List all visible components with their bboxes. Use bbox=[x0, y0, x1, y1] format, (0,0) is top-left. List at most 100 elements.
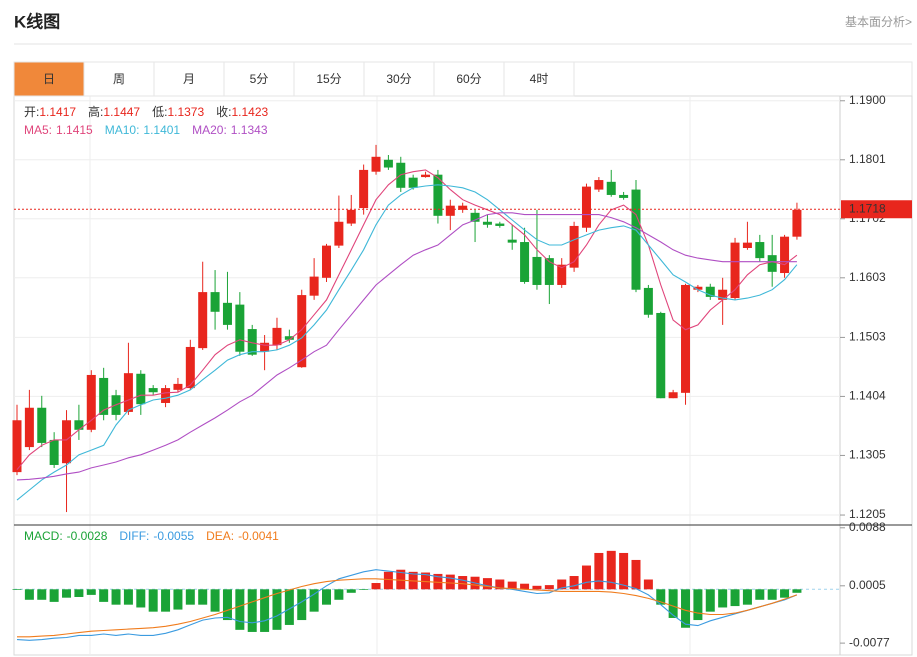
macd-line bbox=[16, 569, 798, 641]
candle-body bbox=[668, 392, 678, 399]
macd-bar bbox=[507, 581, 517, 590]
macd-bar bbox=[544, 585, 554, 590]
macd-bar bbox=[62, 589, 72, 598]
candle-body bbox=[705, 286, 715, 297]
tab-label[interactable]: 30分 bbox=[386, 72, 411, 86]
candle-body bbox=[359, 169, 369, 209]
tab[interactable] bbox=[363, 61, 435, 97]
info-label: 收: bbox=[216, 105, 231, 119]
legend-row: MA5: 1.1415 MA10: 1.1401 MA20: 1.1343 bbox=[24, 123, 268, 137]
candle-body bbox=[767, 255, 777, 272]
candle-body bbox=[148, 388, 158, 393]
candle-body bbox=[383, 159, 393, 168]
candle-body bbox=[408, 177, 418, 188]
legend-value: -0.0041 bbox=[238, 529, 279, 543]
macd-bar bbox=[37, 589, 47, 600]
tab[interactable] bbox=[433, 61, 505, 97]
macd-bar bbox=[136, 589, 146, 608]
tab[interactable] bbox=[223, 61, 295, 97]
candle-body bbox=[12, 420, 22, 473]
tab[interactable] bbox=[153, 61, 225, 97]
macd-bar bbox=[495, 579, 505, 590]
candle-body bbox=[507, 239, 517, 243]
y-tick-label: 1.1603 bbox=[849, 270, 886, 284]
macd-bar bbox=[12, 589, 22, 590]
candle-body bbox=[123, 373, 133, 412]
macd-bar bbox=[297, 589, 307, 621]
candle-body bbox=[606, 181, 616, 195]
macd-bar bbox=[235, 589, 245, 630]
legend-row: MACD: -0.0028 DIFF: -0.0055 DEA: -0.0041 bbox=[24, 529, 279, 543]
macd-bar bbox=[458, 576, 468, 590]
tab[interactable] bbox=[503, 61, 575, 97]
macd-bar bbox=[309, 589, 319, 612]
info-value: 1.1417 bbox=[39, 105, 76, 119]
candle-body bbox=[470, 212, 480, 222]
macd-bar bbox=[123, 589, 133, 605]
macd-bar bbox=[433, 573, 443, 590]
legend-value: -0.0028 bbox=[67, 529, 108, 543]
tab-label[interactable]: 15分 bbox=[316, 72, 341, 86]
y-tick-label: 1.1404 bbox=[849, 389, 886, 403]
macd-bar bbox=[49, 589, 59, 602]
y-tick-label: 1.1205 bbox=[849, 507, 886, 521]
legend-name: DEA: bbox=[206, 529, 234, 543]
macd-bar bbox=[767, 589, 777, 600]
candle-body bbox=[619, 194, 629, 198]
candle-body bbox=[260, 342, 270, 352]
candle-body bbox=[755, 242, 765, 259]
tab-label[interactable]: 5分 bbox=[250, 72, 269, 86]
tab[interactable] bbox=[293, 61, 365, 97]
macd-bar bbox=[111, 589, 121, 605]
candle-body bbox=[656, 312, 666, 399]
candle-body bbox=[631, 189, 641, 290]
macd-bar bbox=[668, 589, 678, 618]
macd-bar bbox=[730, 589, 740, 607]
info-label: 低: bbox=[152, 105, 167, 119]
macd-bar bbox=[247, 589, 257, 632]
candle-body bbox=[780, 236, 790, 274]
legend-name: MACD: bbox=[24, 529, 63, 543]
y-tick-label: -0.0077 bbox=[849, 635, 890, 649]
candle-body bbox=[643, 287, 653, 315]
tab-label[interactable]: 日 bbox=[43, 72, 55, 86]
candle-body bbox=[297, 295, 307, 368]
fundamentals-link[interactable]: 基本面分析> bbox=[845, 15, 912, 29]
candle-body bbox=[681, 284, 691, 393]
candle-body bbox=[346, 209, 356, 224]
macd-bar bbox=[322, 589, 331, 605]
tab-label[interactable]: 60分 bbox=[456, 72, 481, 86]
candle-body bbox=[445, 205, 455, 216]
candle-body bbox=[520, 242, 530, 282]
candle-body bbox=[37, 407, 47, 443]
candle-body bbox=[581, 186, 591, 228]
chart-frame bbox=[13, 95, 913, 656]
y-tick-label: 0.0088 bbox=[849, 520, 886, 534]
widget-title: K线图 bbox=[14, 11, 60, 31]
tab-label[interactable]: 周 bbox=[113, 72, 125, 86]
candle-body bbox=[322, 245, 331, 278]
candle-body bbox=[74, 420, 84, 430]
candle-body bbox=[173, 383, 183, 390]
y-tick-label: 1.1801 bbox=[849, 152, 886, 166]
candle-body bbox=[718, 289, 728, 300]
info-label: 高: bbox=[88, 104, 103, 119]
macd-bar bbox=[656, 589, 666, 605]
candle-body bbox=[532, 256, 542, 285]
candle-body bbox=[495, 223, 505, 226]
tab-label[interactable]: 月 bbox=[183, 72, 195, 86]
y-tick-label: 1.1900 bbox=[849, 93, 886, 107]
legend-value: 1.1343 bbox=[231, 123, 268, 137]
candle-body bbox=[198, 292, 208, 349]
candle-body bbox=[222, 302, 232, 325]
candle-body bbox=[482, 221, 492, 225]
y-tick-label: 1.1503 bbox=[849, 330, 886, 344]
macd-bar bbox=[569, 576, 579, 590]
candle-body bbox=[594, 180, 604, 190]
macd-bar bbox=[780, 589, 790, 598]
legend-row: 开:1.1417 高:1.1447 低:1.1373 收:1.1423 bbox=[24, 104, 269, 119]
candle-body bbox=[433, 174, 443, 216]
tab-label[interactable]: 4时 bbox=[530, 72, 549, 86]
candle-body bbox=[309, 276, 319, 296]
